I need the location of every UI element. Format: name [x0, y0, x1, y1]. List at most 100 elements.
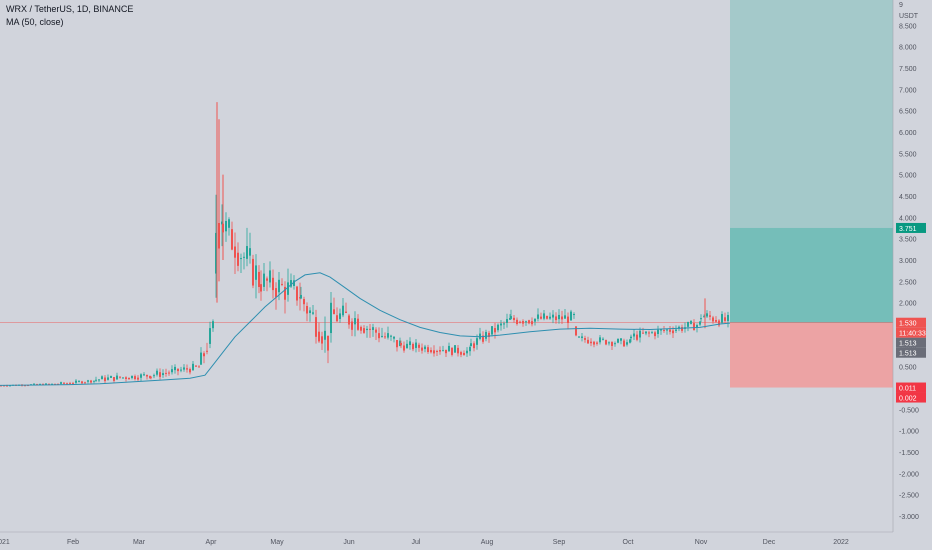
axis-unit-label: USDT: [899, 13, 919, 20]
candle-body: [488, 332, 490, 338]
candle-body: [448, 345, 450, 352]
candle-body: [567, 316, 569, 324]
candle-body: [174, 366, 176, 371]
candle-body: [87, 380, 89, 382]
candle-body: [231, 229, 233, 250]
candle-body: [321, 336, 323, 344]
candle-body: [287, 282, 289, 295]
x-tick-label: Jul: [412, 539, 421, 546]
candle-body: [724, 317, 726, 321]
candle-body: [497, 324, 499, 331]
candle-body: [433, 350, 435, 354]
candle-body: [95, 379, 97, 381]
loss-zone[interactable]: [730, 322, 893, 388]
y-tick-label: 7.500: [899, 66, 917, 73]
candle-body: [469, 347, 471, 352]
candle-body: [78, 381, 80, 383]
candle-body: [675, 329, 677, 331]
candle-body: [165, 372, 167, 374]
x-tick-label: Nov: [695, 539, 708, 546]
candle-body: [206, 350, 208, 352]
candle-body: [186, 368, 188, 370]
candle-body: [476, 338, 478, 345]
y-tick-label: 0.500: [899, 365, 917, 372]
candle-body: [327, 335, 329, 351]
candle-body: [168, 372, 170, 374]
y-tick-label: 5.500: [899, 151, 917, 158]
x-tick-label: Feb: [67, 539, 79, 546]
candle-body: [703, 316, 705, 318]
y-tick-label: 6.500: [899, 109, 917, 116]
candle-body: [296, 286, 298, 301]
candle-body: [681, 327, 683, 331]
candle-body: [400, 342, 402, 346]
candle-body: [90, 380, 92, 383]
candle-body: [24, 385, 26, 387]
candle-body: [445, 349, 447, 354]
candle-body: [237, 252, 239, 266]
candle-body: [360, 326, 362, 331]
candle-body: [393, 336, 395, 339]
candle-body: [663, 330, 665, 332]
candle-body: [98, 379, 100, 381]
candle-body: [678, 326, 680, 329]
candle-body: [669, 329, 671, 332]
candle-body: [700, 318, 702, 320]
profit-zone[interactable]: [730, 227, 893, 323]
candle-body: [519, 321, 521, 323]
y-tick-label: -1.500: [899, 450, 919, 457]
candle-body: [306, 305, 308, 314]
candle-body: [645, 331, 647, 334]
candle-body: [693, 323, 695, 331]
y-tick-label: 4.000: [899, 215, 917, 222]
price-axis[interactable]: [893, 0, 932, 550]
candle-body: [543, 313, 545, 319]
candle-body: [48, 383, 50, 385]
countdown-badge-text: 11:40:33: [899, 331, 926, 338]
time-axis[interactable]: [0, 532, 893, 550]
x-tick-label: Oct: [623, 539, 634, 546]
candle-body: [243, 256, 245, 258]
candle-body: [552, 314, 554, 318]
candle-body: [528, 320, 530, 324]
candle-body: [672, 330, 674, 334]
candle-body: [690, 320, 692, 324]
symbol-legend[interactable]: WRX / TetherUS, 1D, BINANCE: [6, 4, 134, 14]
y-tick-label: -3.000: [899, 514, 919, 521]
candle-body: [482, 335, 484, 342]
candle-body: [240, 258, 242, 260]
candle-body: [626, 342, 628, 345]
candle-body: [479, 333, 481, 339]
candle-body: [137, 377, 139, 380]
candle-body: [587, 339, 589, 344]
candle-body: [611, 342, 613, 346]
candle-body: [81, 381, 83, 384]
candle-body: [578, 336, 580, 338]
y-tick-label: 7.000: [899, 87, 917, 94]
candle-body: [72, 383, 74, 385]
candle-body: [275, 288, 277, 298]
candle-body: [171, 369, 173, 373]
candle-body: [153, 375, 155, 377]
candle-body: [212, 321, 214, 329]
stop-price-badge: [896, 382, 926, 393]
candle-body: [418, 344, 420, 348]
y-tick-label: -2.000: [899, 471, 919, 478]
candle-body: [209, 328, 211, 344]
countdown-badge: [896, 327, 926, 338]
candle-body: [460, 352, 462, 355]
candle-body: [272, 277, 274, 291]
candle-body: [351, 321, 353, 330]
candle-body: [293, 280, 295, 286]
candle-body: [278, 279, 280, 293]
candle-body: [605, 340, 607, 345]
candle-body: [503, 323, 505, 325]
candle-body: [494, 328, 496, 333]
candle-body: [125, 377, 127, 379]
indicator-legend[interactable]: MA (50, close): [6, 17, 64, 27]
candle-body: [602, 338, 604, 340]
candle-body: [284, 286, 286, 300]
y-tick-label: 4.500: [899, 194, 917, 201]
candle-body: [252, 258, 254, 286]
